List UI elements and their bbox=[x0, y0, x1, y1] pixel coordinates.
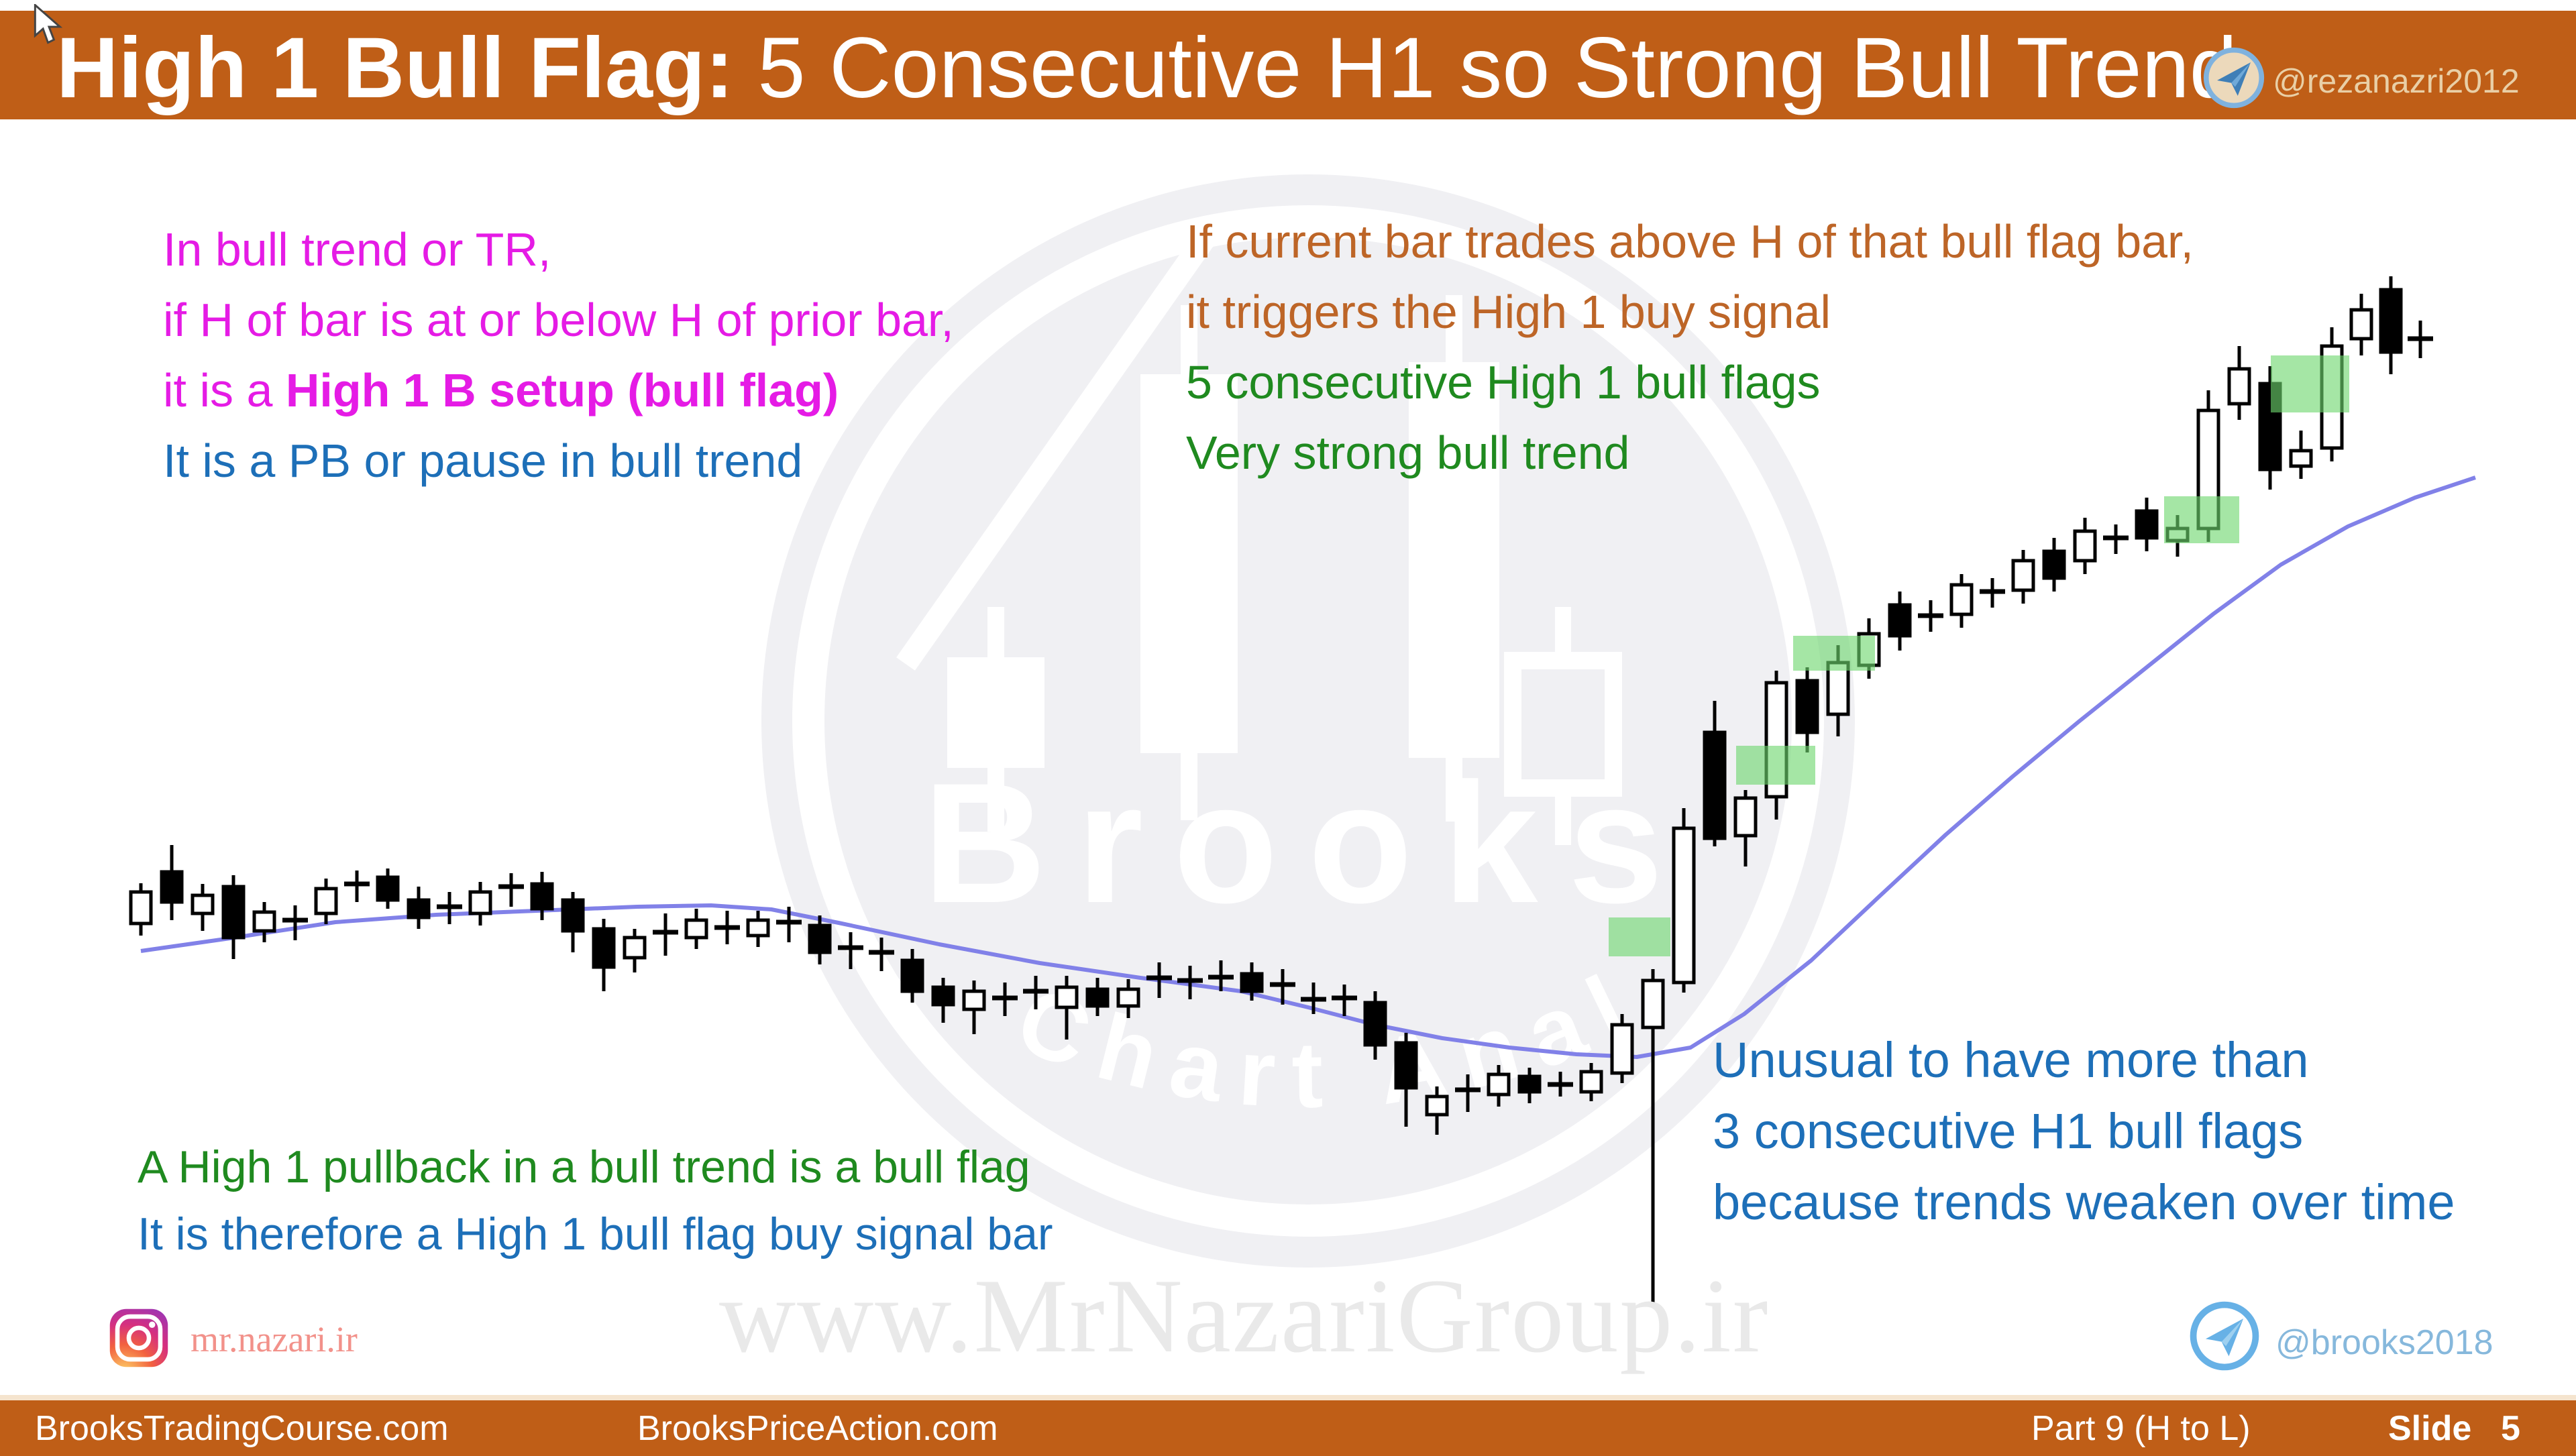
annotation-line: it is a High 1 B setup (bull flag) bbox=[163, 364, 839, 416]
instagram-handle: mr.nazari.ir bbox=[191, 1319, 358, 1359]
logo-brand-text: Brooks bbox=[923, 748, 1694, 939]
annotation-line: A High 1 pullback in a bull trend is a b… bbox=[138, 1141, 1030, 1192]
slide-title-bold: High 1 Bull Flag: bbox=[56, 20, 734, 116]
footer-site2: BrooksPriceAction.com bbox=[637, 1409, 998, 1448]
annotation-line: because trends weaken over time bbox=[1713, 1174, 2455, 1230]
annotation-line: if H of bar is at or below H of prior ba… bbox=[163, 294, 954, 346]
telegram-icon bbox=[2203, 47, 2265, 109]
bottom-telegram-handle: @brooks2018 bbox=[2275, 1323, 2493, 1362]
slide-title: High 1 Bull Flag: 5 Consecutive H1 so St… bbox=[56, 19, 2237, 117]
annotation-line: 5 consecutive High 1 bull flags bbox=[1186, 356, 1821, 408]
bottom-right-annotation: Unusual to have more than 3 consecutive … bbox=[1713, 1025, 2455, 1238]
right-annotation: If current bar trades above H of that bu… bbox=[1186, 207, 2194, 488]
high1-highlight-boxes bbox=[1609, 355, 2349, 956]
footer-band bbox=[0, 1395, 2576, 1456]
footer-slide-label: Slide bbox=[2388, 1409, 2472, 1448]
ema-line bbox=[140, 475, 2476, 1059]
footer-site1: BrooksTradingCourse.com bbox=[35, 1409, 449, 1448]
annotation-line: Very strong bull trend bbox=[1186, 427, 1630, 479]
brooks-logo-watermark: Brooks Chart Analysis bbox=[761, 174, 1855, 1268]
telegram-icon bbox=[2190, 1301, 2259, 1371]
slide-title-rest: 5 Consecutive H1 so Strong Bull Trend bbox=[733, 20, 2237, 116]
header-telegram-handle: @rezanazri2012 bbox=[2273, 62, 2520, 100]
site-watermark: www.MrNazariGroup.ir bbox=[719, 1257, 1770, 1375]
footer-part: Part 9 (H to L) bbox=[2031, 1409, 2251, 1448]
annotation-line: 3 consecutive H1 bull flags bbox=[1713, 1103, 2304, 1159]
annotation-line: If current bar trades above H of that bu… bbox=[1186, 215, 2194, 268]
annotation-line: It is therefore a High 1 bull flag buy s… bbox=[138, 1209, 1053, 1259]
header-band bbox=[0, 11, 2576, 119]
annotation-line: It is a PB or pause in bull trend bbox=[163, 435, 803, 487]
annotation-line: Unusual to have more than bbox=[1713, 1032, 2309, 1088]
logo-candle-glyphs bbox=[947, 295, 1622, 845]
left-annotation: In bull trend or TR, if H of bar is at o… bbox=[163, 215, 954, 496]
footer-slide-number: 5 bbox=[2501, 1409, 2520, 1448]
instagram-icon bbox=[109, 1308, 168, 1367]
bottom-left-annotation: A High 1 pullback in a bull trend is a b… bbox=[138, 1133, 1053, 1268]
mouse-cursor-icon bbox=[34, 4, 63, 44]
annotation-line: it triggers the High 1 buy signal bbox=[1186, 286, 1831, 338]
annotation-line: In bull trend or TR, bbox=[163, 223, 551, 276]
